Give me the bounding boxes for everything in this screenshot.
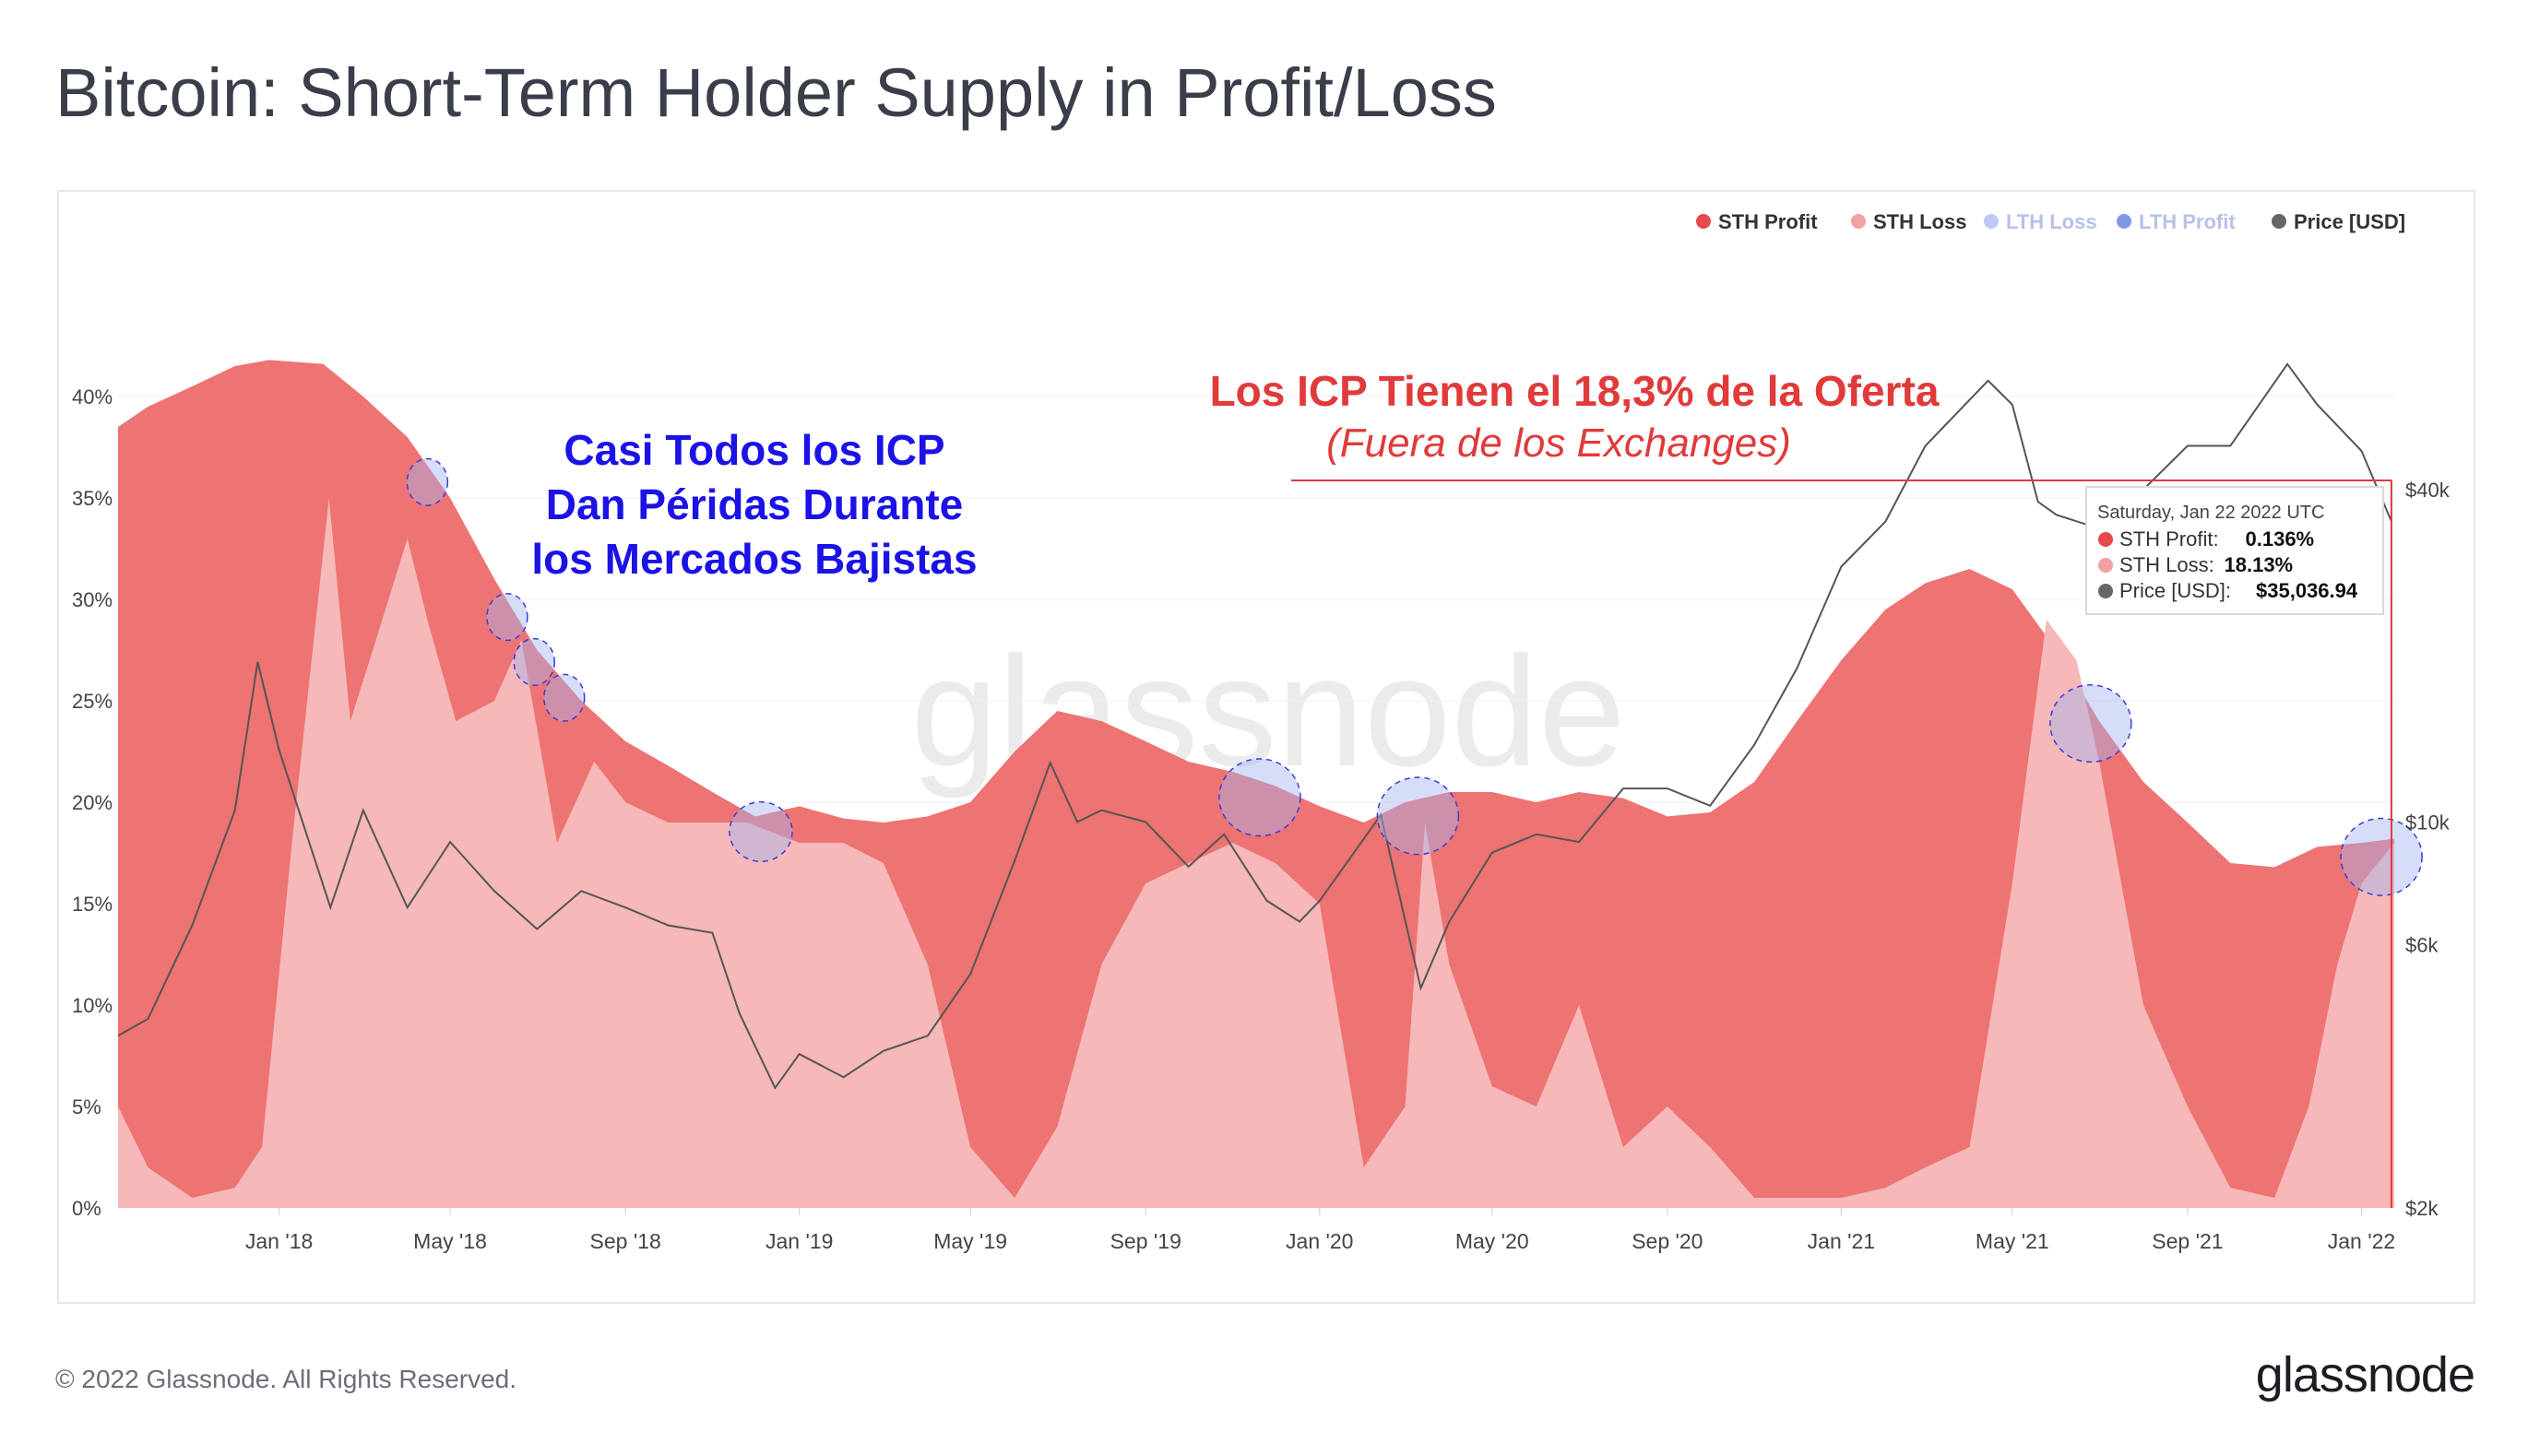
- highlight-circles: [406, 457, 2423, 896]
- highlight-circle: [1376, 776, 1460, 856]
- x-axis: Jan '18 May '18 Sep '18 Jan '19 May '19 Sep '…: [245, 1208, 2395, 1253]
- highlight-circle: [486, 593, 528, 642]
- tooltip-row-label: Price [USD]:: [2119, 579, 2231, 602]
- y-left-tick-label: 25%: [72, 690, 113, 713]
- annotation-right-subtitle: (Fuera de los Exchanges): [1326, 420, 1791, 466]
- legend-dot: [1851, 214, 1866, 229]
- highlight-circle: [2049, 684, 2132, 764]
- tooltip-row-value: $35,036.94: [2256, 579, 2358, 602]
- legend-label: LTH Loss: [2006, 210, 2097, 233]
- reference-box: [1291, 479, 2392, 1208]
- legend-label: STH Profit: [1718, 210, 1818, 233]
- y-left-tick-label: 10%: [72, 994, 113, 1017]
- y-right-tick-label: $2k: [2405, 1197, 2439, 1220]
- footer-copyright: © 2022 Glassnode. All Rights Reserved.: [55, 1365, 517, 1393]
- x-tick-label: Sep '18: [590, 1229, 661, 1253]
- annotation-left-line-3: los Mercados Bajistas: [531, 535, 977, 583]
- x-tick-label: Sep '20: [1632, 1229, 1703, 1253]
- legend-dot: [1696, 214, 1711, 229]
- y-left-tick-label: 20%: [72, 791, 113, 814]
- legend-label: STH Loss: [1873, 210, 1966, 233]
- highlight-circle: [2340, 817, 2423, 896]
- y-left-tick-label: 5%: [72, 1095, 101, 1119]
- annotation-right: Los ICP Tienen el 18,3% de la Oferta (Fu…: [1210, 367, 1940, 466]
- tooltip-dot: [2098, 532, 2113, 547]
- tooltip-row-label: STH Loss:: [2119, 553, 2214, 576]
- tooltip-box: [2085, 486, 2384, 615]
- x-tick-label: Jan '22: [2328, 1229, 2395, 1253]
- tooltip: Saturday, Jan 22 2022 UTC STH Profit: 0.1…: [2085, 486, 2384, 615]
- x-tick-label: May '18: [413, 1229, 487, 1253]
- annotation-left: Casi Todos los ICP Dan Péridas Durante l…: [531, 426, 977, 583]
- highlight-circle: [542, 673, 586, 722]
- y-right-axis: $2k $6k $10k $40k: [2405, 479, 2451, 1220]
- y-left-tick-label: 30%: [72, 588, 113, 611]
- annotation-left-line-2: Dan Péridas Durante: [546, 480, 963, 528]
- legend: STH Profit STH Loss LTH Loss LTH Profit Pric…: [1696, 210, 2405, 233]
- highlight-circle: [406, 457, 449, 506]
- chart-frame: [57, 190, 2475, 1304]
- y-left-tick-label: 35%: [72, 487, 113, 510]
- footer-brand-logo: glassnode: [2255, 1347, 2475, 1403]
- sth-loss-area[interactable]: [118, 498, 2394, 1208]
- y-left-tick-label: 0%: [72, 1197, 101, 1220]
- x-tick-label: Sep '21: [2152, 1229, 2223, 1253]
- x-tick-label: Sep '19: [1110, 1229, 1181, 1253]
- highlight-circle: [513, 637, 556, 686]
- highlight-circle: [729, 800, 793, 863]
- highlight-circle: [1218, 758, 1301, 837]
- tooltip-dot: [2098, 558, 2113, 573]
- x-tick-label: May '19: [933, 1229, 1007, 1253]
- tooltip-row-value: 0.136%: [2246, 527, 2315, 550]
- y-left-tick-label: 15%: [72, 893, 113, 916]
- x-tick-label: May '20: [1455, 1229, 1529, 1253]
- annotation-left-line-1: Casi Todos los ICP: [564, 426, 944, 474]
- y-left-tick-label: 40%: [72, 385, 113, 408]
- legend-dot: [2272, 214, 2286, 229]
- x-tick-label: May '21: [1976, 1229, 2049, 1253]
- y-right-tick-label: $6k: [2405, 933, 2439, 956]
- tooltip-date: Saturday, Jan 22 2022 UTC: [2097, 503, 2324, 523]
- page-title: Bitcoin: Short-Term Holder Supply in Pro…: [55, 54, 1497, 131]
- x-tick-label: Jan '21: [1808, 1229, 1875, 1253]
- annotation-right-title: Los ICP Tienen el 18,3% de la Oferta: [1210, 367, 1940, 415]
- legend-dot: [2117, 214, 2131, 229]
- legend-dot: [1984, 214, 1999, 229]
- legend-label: Price [USD]: [2294, 210, 2405, 233]
- tooltip-dot: [2098, 584, 2113, 598]
- legend-label: LTH Profit: [2139, 210, 2236, 233]
- x-tick-label: Jan '19: [766, 1229, 833, 1253]
- tooltip-row-value: 18.13%: [2225, 553, 2294, 576]
- y-right-tick-label: $40k: [2405, 479, 2451, 502]
- price-line[interactable]: [117, 362, 2392, 1090]
- x-tick-label: Jan '18: [245, 1229, 313, 1253]
- tooltip-row-label: STH Profit:: [2119, 527, 2219, 550]
- y-right-tick-label: $10k: [2405, 811, 2451, 834]
- x-tick-label: Jan '20: [1286, 1229, 1353, 1253]
- y-left-axis: 0% 5% 10% 15% 20% 25% 30% 35% 40%: [72, 385, 113, 1220]
